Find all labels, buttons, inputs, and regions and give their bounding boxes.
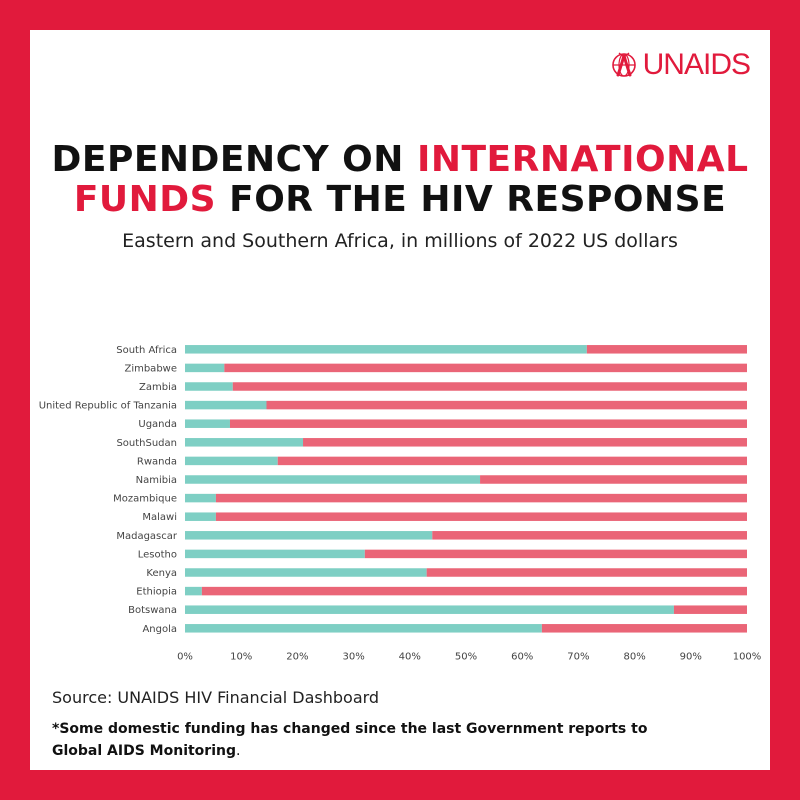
x-tick-label: 80% xyxy=(623,652,645,663)
bar-domestic xyxy=(185,363,225,373)
bar-domestic xyxy=(185,605,674,614)
category-label: United Republic of Tanzania xyxy=(39,401,177,412)
category-label: SouthSudan xyxy=(116,438,177,449)
category-label: Namibia xyxy=(136,475,177,486)
stacked-bar-chart: South Africa Zimbabwe Zambia United Republi… xyxy=(39,345,762,680)
x-tick-label: 20% xyxy=(286,652,308,663)
title-part-1: DEPENDENCY ON xyxy=(51,139,417,180)
category-label: Kenya xyxy=(146,568,177,579)
x-tick-label: 0% xyxy=(177,652,193,663)
ribbon-globe-icon xyxy=(611,52,636,77)
bar-domestic xyxy=(185,345,587,354)
bar-international xyxy=(586,345,747,354)
bar-international xyxy=(673,605,747,614)
bar-international xyxy=(432,531,747,540)
category-label: Malawi xyxy=(142,512,177,523)
bar-international xyxy=(224,363,748,373)
category-label: South Africa xyxy=(116,345,177,356)
x-tick-label: 30% xyxy=(342,652,364,663)
bar-domestic xyxy=(185,382,233,391)
x-tick-label: 100% xyxy=(733,652,762,663)
category-label: Uganda xyxy=(138,419,177,430)
bar-international xyxy=(426,568,747,577)
bar-domestic xyxy=(185,475,481,484)
bar-domestic xyxy=(185,568,427,577)
bar-domestic xyxy=(185,586,202,596)
bar-international xyxy=(277,456,747,466)
x-tick-label: 10% xyxy=(230,652,252,663)
bar-domestic xyxy=(185,531,433,540)
bar-domestic xyxy=(185,512,216,521)
bar-international xyxy=(232,382,747,391)
category-label: Ethiopia xyxy=(136,587,177,598)
category-label: Zimbabwe xyxy=(124,363,177,374)
bar-international xyxy=(215,512,747,521)
bar-international xyxy=(266,400,747,410)
x-tick-label: 60% xyxy=(511,652,533,663)
category-label: Botswana xyxy=(128,605,177,616)
bar-international xyxy=(303,438,747,447)
x-tick-label: 70% xyxy=(567,652,589,663)
bar-domestic xyxy=(185,549,365,559)
category-label: Lesotho xyxy=(138,549,177,560)
bar-domestic xyxy=(185,419,230,428)
title-highlight: INTERNATIONAL FUNDS xyxy=(73,139,749,220)
category-label: Angola xyxy=(142,624,177,635)
bar-international xyxy=(480,475,747,484)
category-label: Madagascar xyxy=(116,531,178,542)
bar-domestic xyxy=(185,438,304,447)
bar-international xyxy=(229,419,747,428)
bar-international xyxy=(541,624,747,633)
bar-domestic xyxy=(185,493,216,503)
x-tick-label: 50% xyxy=(455,652,477,663)
bar-domestic xyxy=(185,456,278,466)
footnote-tail: . xyxy=(236,743,241,759)
x-tick-label: 90% xyxy=(680,652,702,663)
category-label: Rwanda xyxy=(137,456,177,467)
category-label: Zambia xyxy=(139,382,177,393)
page-title: DEPENDENCY ON INTERNATIONAL FUNDS FOR TH… xyxy=(30,140,770,220)
footnote-bold: *Some domestic funding has changed since… xyxy=(52,721,648,759)
subtitle: Eastern and Southern Africa, in millions… xyxy=(122,230,678,252)
card: UNAIDS DEPENDENCY ON INTERNATIONAL FUNDS… xyxy=(30,30,770,770)
bar-international xyxy=(201,586,748,596)
bar-international xyxy=(364,549,747,559)
x-tick-label: 40% xyxy=(399,652,421,663)
source-text: Source: UNAIDS HIV Financial Dashboard xyxy=(52,688,380,707)
bar-domestic xyxy=(185,624,542,633)
category-label: Mozambique xyxy=(113,494,177,505)
bar-domestic xyxy=(185,400,267,410)
title-part-2: FOR THE HIV RESPONSE xyxy=(216,179,727,220)
unaids-logo: UNAIDS xyxy=(609,48,751,81)
logo-text: UNAIDS xyxy=(642,48,751,81)
bar-international xyxy=(215,493,747,503)
footnote: *Some domestic funding has changed since… xyxy=(52,718,672,762)
